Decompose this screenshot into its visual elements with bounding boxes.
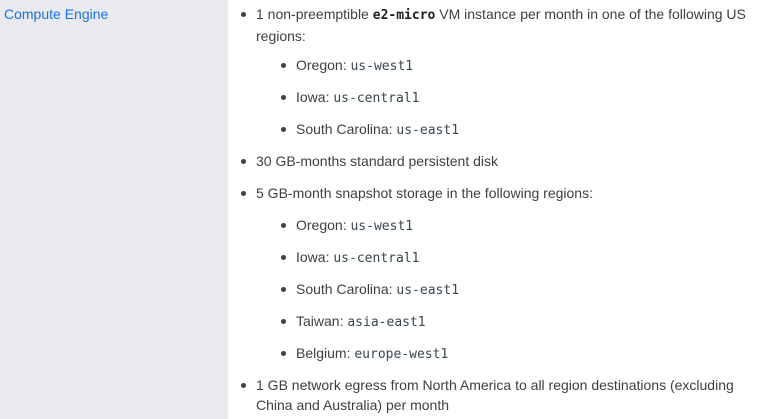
list-item-vm-region-iowa: Iowa: us-central1	[281, 87, 759, 109]
list-item-vm: 1 non-preemptible e2-micro VM instance p…	[241, 4, 756, 46]
list-item-disk: 30 GB-months standard persistent disk	[241, 151, 756, 171]
list-item-snapshot-region-south-carolina: South Carolina: us-east1	[281, 279, 759, 301]
list-item-snapshot-region-belgium: Belgium: europe-west1	[281, 343, 759, 365]
list-item-snapshot: 5 GB-month snapshot storage in the follo…	[241, 183, 756, 203]
compute-engine-link[interactable]: Compute Engine	[4, 6, 109, 22]
list-item-snapshot-region-iowa: Iowa: us-central1	[281, 247, 759, 269]
machine-type-code: e2-micro	[372, 8, 436, 23]
list-item-vm-region-oregon: Oregon: us-west1	[281, 55, 759, 77]
details-cell: 1 non-preemptible e2-micro VM instance p…	[228, 0, 759, 419]
product-cell: Compute Engine	[0, 0, 228, 419]
list-item-vm-region-south-carolina: South Carolina: us-east1	[281, 119, 759, 141]
list-item-snapshot-region-taiwan: Taiwan: asia-east1	[281, 311, 759, 333]
list-item-snapshot-region-oregon: Oregon: us-west1	[281, 215, 759, 237]
list-item-egress: 1 GB network egress from North America t…	[241, 375, 756, 415]
